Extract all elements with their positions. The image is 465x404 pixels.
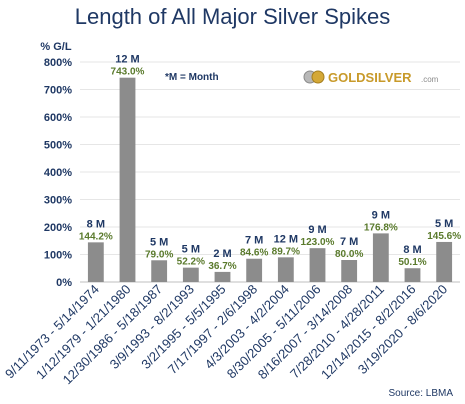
bar-value-label: 50.1% bbox=[398, 257, 426, 268]
bar-value-label: 123.0% bbox=[301, 237, 335, 248]
bar-value-label: 36.7% bbox=[208, 261, 236, 272]
y-tick-label: 600% bbox=[44, 112, 72, 124]
bar bbox=[436, 241, 453, 282]
bar-value-label: 144.2% bbox=[79, 231, 113, 242]
logo-suffix: .com bbox=[421, 75, 439, 84]
bar-value-label: 145.6% bbox=[427, 231, 461, 242]
source-text: Source: LBMA bbox=[389, 388, 454, 399]
y-tick-label: 700% bbox=[44, 85, 72, 97]
bar-value-label: 84.6% bbox=[240, 248, 268, 259]
y-tick-label: 0% bbox=[56, 277, 72, 289]
bar-value-label: 89.7% bbox=[272, 246, 300, 257]
y-tick-label: 400% bbox=[44, 167, 72, 179]
bar-value-label: 52.2% bbox=[177, 257, 205, 268]
bar bbox=[404, 268, 421, 282]
y-tick-label: 100% bbox=[44, 250, 72, 262]
bar-duration-label: 7 M bbox=[245, 235, 263, 247]
bar-duration-label: 5 M bbox=[150, 236, 168, 248]
bar-value-label: 80.0% bbox=[335, 249, 363, 260]
bar bbox=[182, 267, 199, 282]
bar bbox=[246, 258, 263, 282]
y-tick-label: 800% bbox=[44, 57, 72, 69]
y-axis-label: % G/L bbox=[40, 41, 71, 53]
y-tick-label: 300% bbox=[44, 195, 72, 207]
bar-duration-label: 2 M bbox=[213, 248, 231, 260]
bar-value-label: 743.0% bbox=[111, 67, 145, 78]
bar bbox=[119, 77, 136, 282]
y-tick-label: 500% bbox=[44, 140, 72, 152]
bar-duration-label: 8 M bbox=[87, 218, 105, 230]
bar bbox=[214, 271, 231, 282]
bar-duration-label: 8 M bbox=[403, 244, 421, 256]
bar-duration-label: 12 M bbox=[274, 233, 298, 245]
logo-text: GOLDSILVER bbox=[328, 70, 412, 85]
bar bbox=[372, 233, 389, 282]
bar-duration-label: 12 M bbox=[115, 54, 139, 66]
y-tick-label: 200% bbox=[44, 222, 72, 234]
bar-value-label: 176.8% bbox=[364, 222, 398, 233]
bar-duration-label: 9 M bbox=[308, 224, 326, 236]
bar-duration-label: 9 M bbox=[372, 209, 390, 221]
bar-duration-label: 5 M bbox=[182, 244, 200, 256]
legend-note: *M = Month bbox=[165, 72, 219, 83]
bar bbox=[309, 248, 326, 282]
bar bbox=[87, 242, 104, 282]
chart-title: Length of All Major Silver Spikes bbox=[74, 4, 391, 29]
logo-coin-gold bbox=[311, 70, 325, 84]
bar bbox=[341, 260, 358, 282]
bar-value-label: 79.0% bbox=[145, 249, 173, 260]
bar-duration-label: 7 M bbox=[340, 236, 358, 248]
bar bbox=[277, 257, 294, 282]
bar bbox=[151, 260, 168, 282]
bar-duration-label: 5 M bbox=[435, 218, 453, 230]
